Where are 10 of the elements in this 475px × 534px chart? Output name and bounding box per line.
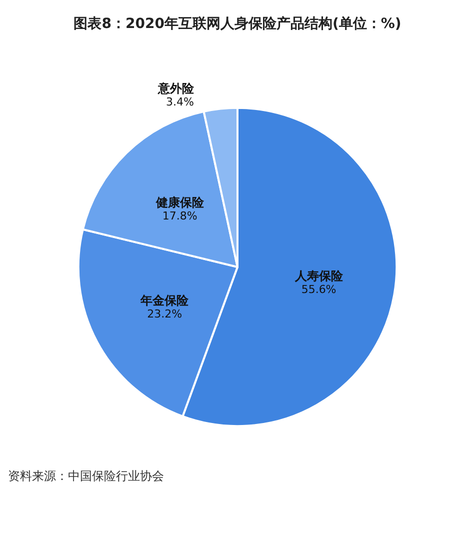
data-label: 23.2% xyxy=(147,307,182,320)
data-label: 55.6% xyxy=(301,282,336,296)
slice-label: 意外险 xyxy=(156,81,195,96)
slice-label: 健康保险 xyxy=(154,195,205,210)
data-label: 17.8% xyxy=(162,209,198,222)
slice-label: 年金保险 xyxy=(140,293,190,308)
data-label: 3.4% xyxy=(166,95,194,108)
text: 资料来源：中国保险行业协会 xyxy=(8,469,164,483)
chart-title: 图表8：2020年互联网人身保险产品结构(单位：%) xyxy=(74,15,402,32)
slice-label: 人寿保险 xyxy=(294,268,344,283)
